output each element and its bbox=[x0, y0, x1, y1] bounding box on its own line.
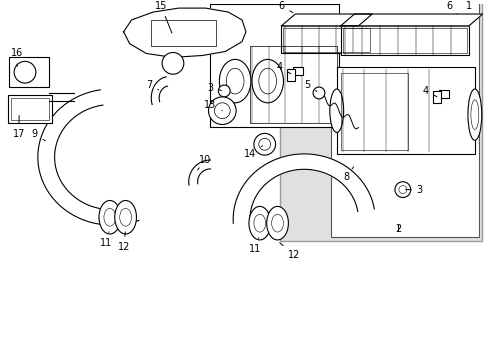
Text: 8: 8 bbox=[343, 167, 353, 182]
Ellipse shape bbox=[208, 97, 236, 125]
Bar bbox=[336, 67, 474, 154]
Text: 10: 10 bbox=[197, 155, 211, 170]
Text: 3: 3 bbox=[207, 83, 221, 93]
Text: 15: 15 bbox=[155, 1, 172, 33]
Text: 1: 1 bbox=[465, 1, 476, 14]
Bar bbox=[287, 69, 295, 81]
Ellipse shape bbox=[99, 201, 121, 234]
Ellipse shape bbox=[162, 53, 183, 74]
Bar bbox=[249, 46, 336, 122]
Ellipse shape bbox=[115, 201, 136, 234]
Text: 6: 6 bbox=[278, 1, 292, 13]
Text: 7: 7 bbox=[146, 80, 158, 90]
Ellipse shape bbox=[394, 182, 410, 198]
Text: 5: 5 bbox=[304, 80, 316, 91]
Ellipse shape bbox=[312, 87, 324, 99]
Polygon shape bbox=[340, 14, 482, 26]
Bar bbox=[151, 20, 216, 46]
Bar bbox=[279, 0, 481, 241]
Bar bbox=[340, 26, 468, 55]
Text: 6: 6 bbox=[445, 1, 456, 14]
Text: 4: 4 bbox=[422, 86, 436, 96]
Text: 13: 13 bbox=[204, 100, 222, 111]
Polygon shape bbox=[151, 77, 167, 104]
Bar bbox=[432, 91, 440, 103]
Ellipse shape bbox=[253, 134, 275, 155]
Text: 2: 2 bbox=[394, 224, 400, 234]
Text: 4: 4 bbox=[276, 62, 290, 74]
Ellipse shape bbox=[251, 59, 283, 103]
Text: 12: 12 bbox=[279, 243, 300, 260]
Polygon shape bbox=[233, 154, 374, 223]
Ellipse shape bbox=[266, 206, 288, 240]
Text: 3: 3 bbox=[405, 185, 422, 195]
Text: 11: 11 bbox=[248, 238, 261, 254]
Ellipse shape bbox=[218, 85, 230, 97]
Polygon shape bbox=[188, 160, 210, 185]
Bar bbox=[281, 26, 371, 54]
Ellipse shape bbox=[248, 206, 270, 240]
Bar bbox=[283, 28, 369, 51]
Ellipse shape bbox=[329, 89, 343, 132]
Text: 16: 16 bbox=[11, 49, 23, 67]
Bar bbox=[293, 67, 303, 75]
Bar bbox=[438, 90, 448, 98]
Text: 12: 12 bbox=[117, 232, 130, 252]
Ellipse shape bbox=[14, 61, 36, 83]
Bar bbox=[210, 4, 338, 127]
Text: 9: 9 bbox=[32, 129, 45, 141]
Bar bbox=[11, 98, 49, 120]
Bar bbox=[342, 28, 466, 54]
Bar bbox=[330, 0, 478, 237]
Ellipse shape bbox=[219, 59, 250, 103]
Ellipse shape bbox=[467, 89, 481, 140]
Polygon shape bbox=[123, 8, 245, 58]
Text: 14: 14 bbox=[244, 146, 262, 159]
Polygon shape bbox=[281, 14, 371, 26]
Bar bbox=[8, 95, 52, 122]
Text: 17: 17 bbox=[13, 116, 25, 139]
Text: 11: 11 bbox=[100, 232, 112, 248]
Bar bbox=[9, 58, 49, 87]
Polygon shape bbox=[38, 90, 139, 225]
Bar bbox=[340, 73, 407, 150]
